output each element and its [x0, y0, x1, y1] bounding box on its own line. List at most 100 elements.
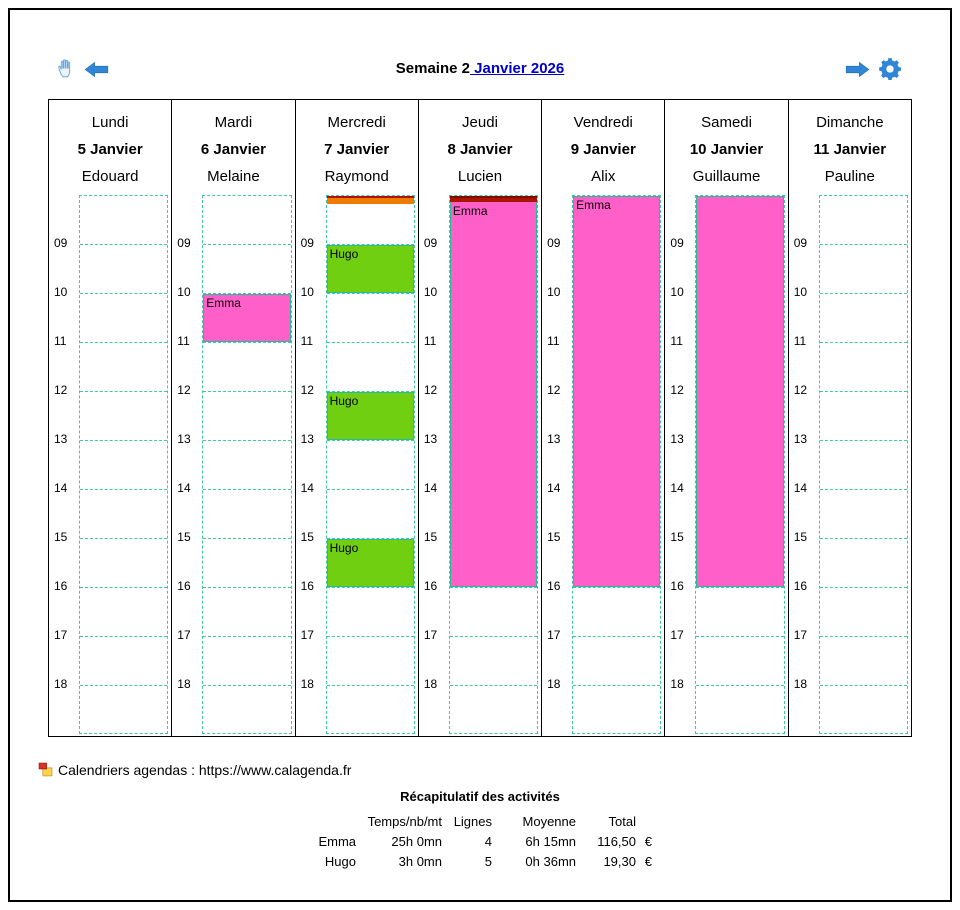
event-hugo[interactable]: Hugo: [326, 392, 414, 440]
hour-label: 15: [547, 530, 561, 544]
hour-label: 09: [177, 236, 191, 250]
hour-label: 16: [300, 579, 314, 593]
day-date: 8 Janvier: [447, 141, 513, 158]
event-area[interactable]: Emma: [202, 195, 292, 734]
hour-label: 11: [793, 334, 807, 348]
event-area[interactable]: Emma: [448, 195, 539, 734]
hour-label: 14: [547, 481, 561, 495]
hour-label: 18: [54, 677, 68, 691]
hour-label: 12: [670, 383, 684, 397]
day-date: 6 Janvier: [200, 141, 266, 158]
hour-gridline: [80, 391, 168, 392]
event-area[interactable]: [695, 195, 785, 734]
recap-name: Emma: [318, 833, 356, 849]
event-area[interactable]: Hugo Hugo Hugo: [325, 195, 415, 734]
hour-gridline: [819, 440, 907, 441]
hour-gridline: [203, 685, 291, 686]
recap-header-currency: [636, 811, 652, 831]
event-hugo[interactable]: Hugo: [326, 245, 414, 293]
hour-label: 11: [547, 334, 560, 348]
hour-label: 17: [547, 628, 561, 642]
recap-name: Hugo: [324, 853, 356, 869]
calagenda-link[interactable]: Calendriers agendas : https://www.calage…: [58, 762, 352, 778]
day-column-samedi: Samedi 10 Janvier Guillaume 09 10 11 12 13 14 15 1…: [664, 100, 787, 736]
hour-gridline: [819, 587, 907, 588]
hour-label: 09: [54, 236, 68, 250]
gear-icon[interactable]: [877, 56, 903, 82]
hour-label: 11: [670, 334, 683, 348]
hour-label: 13: [547, 432, 561, 446]
allday-bar[interactable]: [326, 196, 414, 204]
hour-gridline: [326, 636, 414, 637]
day-grid: 09 10 11 12 13 14 15 16 17 18 Hugo Hugo Hugo: [296, 195, 418, 735]
allday-bar[interactable]: [449, 196, 538, 202]
event-area[interactable]: [818, 195, 908, 734]
hour-label: 16: [793, 579, 808, 593]
recap-average: 6h 15mn: [525, 833, 576, 849]
event-area[interactable]: Emma: [572, 195, 662, 734]
hour-label: 10: [423, 285, 438, 299]
hour-label: 14: [793, 481, 808, 495]
hour-gridline: [203, 587, 291, 588]
event-emma[interactable]: Emma: [573, 196, 661, 587]
recap-time: 3h 0mn: [398, 853, 442, 869]
event-emma[interactable]: Emma: [449, 196, 538, 587]
hour-label: 11: [54, 334, 67, 348]
day-column-mercredi: Mercredi 7 Janvier Raymond 09 10 11 12 13 14 15 16…: [294, 100, 418, 736]
hour-gridline: [80, 440, 168, 441]
event-area[interactable]: [79, 195, 169, 734]
hand-icon[interactable]: [56, 57, 78, 79]
hour-gridline: [573, 636, 661, 637]
hour-label: 15: [670, 530, 684, 544]
hour-label: 11: [300, 334, 314, 348]
event-hugo[interactable]: Hugo: [326, 539, 414, 587]
hour-gridline: [696, 685, 784, 686]
saint-name: Melaine: [207, 168, 260, 185]
hour-label: 15: [177, 530, 191, 544]
hour-label: 16: [670, 579, 684, 593]
hour-gridline: [819, 636, 907, 637]
event-block[interactable]: [696, 196, 784, 587]
hour-label: 18: [670, 677, 684, 691]
month-link[interactable]: Janvier 2026: [469, 60, 565, 77]
hour-label: 14: [423, 481, 438, 495]
hour-label: 17: [793, 628, 808, 642]
hour-gridline: [573, 587, 661, 588]
recap-row-hugo: Hugo 3h 0mn 5 0h 36mn 19,30 €: [308, 851, 652, 871]
activity-summary: Récapitulatif des activités Temps/nb/mt …: [0, 789, 960, 871]
hour-gridline: [696, 636, 784, 637]
hour-gridline: [819, 489, 907, 490]
hour-label: 14: [54, 481, 68, 495]
day-name: Dimanche: [816, 114, 884, 131]
hour-label: 12: [300, 383, 314, 397]
recap-header-total: Total: [608, 813, 636, 829]
recap-total: 19,30: [603, 853, 636, 869]
hour-label: 18: [177, 677, 191, 691]
hour-label: 18: [793, 677, 808, 691]
hour-gridline: [819, 538, 907, 539]
day-column-vendredi: Vendredi 9 Janvier Alix 09 10 11 12 13 14 15 16 17 1…: [541, 100, 664, 736]
saint-name: Guillaume: [692, 168, 761, 185]
hour-gridline: [203, 391, 291, 392]
hour-label: 17: [423, 628, 438, 642]
next-week-arrow-icon[interactable]: [845, 61, 870, 78]
hour-label: 12: [423, 383, 438, 397]
calagenda-flag-icon: [38, 762, 53, 777]
saint-name: Raymond: [324, 168, 389, 185]
hour-gridline: [80, 293, 168, 294]
event-emma[interactable]: Emma: [203, 294, 291, 342]
hour-label: 17: [54, 628, 68, 642]
day-grid: 09 10 11 12 13 14 15 16 17 18 Emma: [542, 195, 664, 735]
recap-header-average: Moyenne: [522, 813, 576, 829]
day-name: Mercredi: [327, 114, 386, 131]
previous-week-arrow-icon[interactable]: [84, 61, 109, 78]
day-column-dimanche: Dimanche 11 Janvier Pauline 09 10 11 12 13 14 15 1…: [787, 100, 911, 736]
day-grid: 09 10 11 12 13 14 15 16 17 18: [49, 195, 171, 735]
hour-gridline: [326, 342, 414, 343]
hour-gridline: [80, 587, 168, 588]
hour-gridline: [203, 538, 291, 539]
recap-total: 116,50: [597, 833, 636, 849]
hour-label: 09: [547, 236, 561, 250]
hour-label: 14: [177, 481, 191, 495]
hour-gridline: [326, 587, 414, 588]
